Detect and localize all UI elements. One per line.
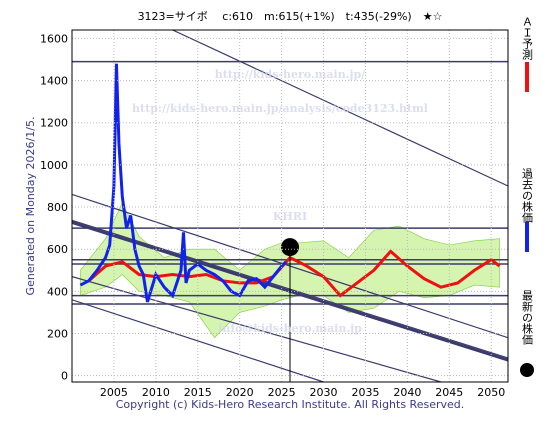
side-note: Generated on Monday 2026/1/5. bbox=[24, 117, 37, 296]
legend-label: ＡＩ予測 bbox=[521, 16, 534, 61]
x-tick-label: 2040 bbox=[393, 386, 421, 399]
y-tick-label: 1600 bbox=[40, 32, 68, 45]
x-tick-label: 2030 bbox=[310, 386, 338, 399]
x-tick-label: 2005 bbox=[100, 386, 128, 399]
y-tick-label: 1000 bbox=[40, 159, 68, 172]
trend-line bbox=[72, 299, 324, 382]
x-tick-label: 2025 bbox=[268, 386, 296, 399]
trend-line bbox=[172, 30, 508, 187]
watermark: http://kids-hero.main.jp/analysis/code31… bbox=[132, 102, 428, 115]
x-tick-label: 2035 bbox=[351, 386, 379, 399]
trend-line bbox=[72, 276, 442, 382]
x-tick-label: 2020 bbox=[226, 386, 254, 399]
y-tick-label: 400 bbox=[47, 285, 68, 298]
y-tick-label: 1200 bbox=[40, 117, 68, 130]
latest-point bbox=[281, 238, 299, 257]
x-tick-label: 2050 bbox=[477, 386, 505, 399]
plot-frame bbox=[71, 29, 509, 383]
y-tick-label: 1400 bbox=[40, 75, 68, 88]
x-tick-label: 2045 bbox=[435, 386, 463, 399]
chart-title: 3123=サイボ c:610 m:615(+1%) t:435(-29%) ★☆ bbox=[138, 10, 443, 23]
copyright: Copyright (c) Kids-Hero Research Institu… bbox=[116, 398, 465, 411]
y-tick-label: 200 bbox=[47, 328, 68, 341]
legend-swatch bbox=[520, 363, 534, 377]
x-tick-label: 2015 bbox=[184, 386, 212, 399]
legend-label: 最新の株価 bbox=[521, 290, 534, 345]
x-tick-label: 2010 bbox=[142, 386, 170, 399]
watermark: KHRI bbox=[273, 210, 307, 223]
plot bbox=[72, 30, 508, 382]
legend-label: 過去の株価 bbox=[521, 168, 534, 223]
watermark: info@kids-hero.main.jp bbox=[218, 322, 362, 335]
y-tick-label: 600 bbox=[47, 243, 68, 256]
watermark: http://kids-hero.main.jp/ bbox=[215, 68, 366, 81]
y-tick-label: 800 bbox=[47, 201, 68, 214]
y-tick-label: 0 bbox=[61, 370, 68, 383]
